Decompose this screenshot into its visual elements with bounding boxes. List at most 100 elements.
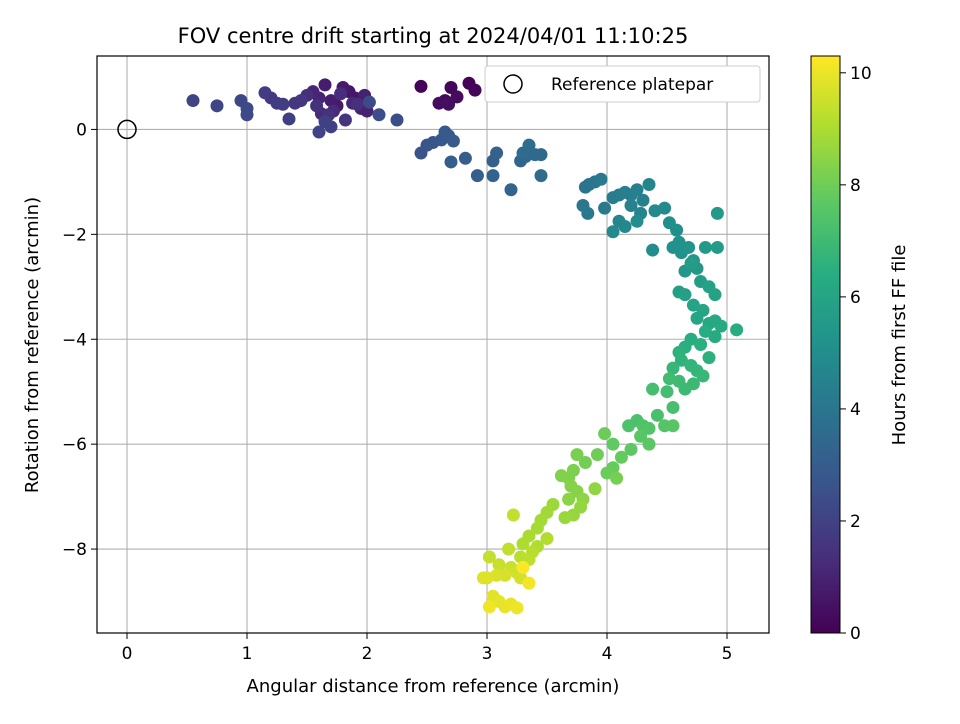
x-tick-label: 2 bbox=[362, 644, 373, 664]
data-point bbox=[624, 198, 638, 212]
data-point bbox=[578, 456, 592, 470]
data-point bbox=[730, 323, 744, 337]
data-point bbox=[318, 78, 332, 92]
colorbar-label: Hours from first FF file bbox=[889, 245, 910, 446]
data-point bbox=[570, 448, 584, 462]
data-point bbox=[588, 482, 602, 496]
data-point bbox=[606, 437, 620, 451]
data-point bbox=[288, 96, 302, 110]
data-point bbox=[670, 223, 684, 237]
data-point bbox=[276, 97, 290, 111]
x-axis-label: Angular distance from reference (arcmin) bbox=[247, 676, 620, 697]
data-point bbox=[624, 442, 638, 456]
data-point bbox=[516, 560, 530, 574]
data-point bbox=[240, 108, 254, 122]
data-point bbox=[634, 429, 648, 443]
data-point bbox=[666, 400, 680, 414]
data-point bbox=[698, 324, 712, 338]
data-point bbox=[672, 235, 686, 249]
data-point bbox=[522, 576, 536, 590]
data-point bbox=[362, 95, 376, 109]
data-point bbox=[581, 206, 595, 220]
data-point bbox=[650, 408, 664, 422]
data-point bbox=[470, 169, 484, 183]
data-point bbox=[698, 240, 712, 254]
data-point bbox=[492, 558, 506, 572]
data-point bbox=[338, 113, 352, 127]
data-point bbox=[646, 243, 660, 257]
colorbar: 0 2 4 6 8 10 Hours from first FF file bbox=[810, 55, 910, 644]
data-point bbox=[414, 79, 428, 93]
data-point bbox=[662, 372, 676, 386]
data-point bbox=[504, 183, 518, 197]
data-point bbox=[710, 206, 724, 220]
data-point bbox=[450, 90, 464, 104]
data-point bbox=[630, 214, 644, 228]
data-point bbox=[444, 155, 458, 169]
data-point bbox=[458, 151, 472, 165]
data-point bbox=[666, 419, 680, 433]
colorbar-ticks: 0 2 4 6 8 10 bbox=[840, 64, 872, 644]
data-point bbox=[678, 288, 692, 302]
y-axis-ticks: 0 −2 −4 −6 −8 bbox=[62, 120, 97, 560]
y-tick-label: −2 bbox=[62, 225, 87, 245]
data-point bbox=[606, 225, 620, 239]
data-point bbox=[350, 97, 364, 111]
data-point bbox=[610, 471, 624, 485]
data-point bbox=[534, 169, 548, 183]
data-point bbox=[630, 183, 644, 197]
data-point bbox=[312, 125, 326, 139]
x-tick-label: 0 bbox=[122, 644, 133, 664]
y-tick-label: −8 bbox=[62, 540, 87, 560]
data-point bbox=[622, 419, 636, 433]
colorbar-tick-label: 2 bbox=[850, 512, 861, 532]
data-point bbox=[516, 537, 530, 551]
data-point bbox=[598, 201, 612, 215]
data-point bbox=[502, 542, 516, 556]
data-point bbox=[658, 201, 672, 215]
data-point bbox=[594, 172, 608, 186]
data-point bbox=[446, 134, 460, 148]
data-point bbox=[642, 437, 656, 451]
data-point bbox=[324, 94, 338, 108]
data-point bbox=[210, 99, 224, 113]
colorbar-tick-label: 0 bbox=[850, 624, 861, 644]
colorbar-tick-label: 10 bbox=[850, 64, 872, 84]
data-point bbox=[390, 113, 404, 127]
data-point bbox=[324, 120, 338, 134]
data-point bbox=[684, 256, 698, 270]
data-point bbox=[310, 99, 324, 113]
data-point bbox=[372, 108, 386, 122]
y-axis-label: Rotation from reference (arcmin) bbox=[22, 197, 43, 493]
colorbar-tick-label: 8 bbox=[850, 176, 861, 196]
data-point bbox=[708, 330, 722, 344]
data-point bbox=[562, 492, 576, 506]
x-axis-ticks: 0 1 2 3 4 5 bbox=[122, 633, 733, 664]
data-point bbox=[540, 532, 554, 546]
data-point bbox=[690, 311, 704, 325]
x-tick-label: 3 bbox=[482, 644, 493, 664]
data-point bbox=[442, 97, 456, 111]
legend-label: Reference platepar bbox=[551, 75, 713, 95]
data-point bbox=[432, 96, 446, 110]
data-point bbox=[660, 385, 674, 399]
data-point bbox=[714, 319, 728, 333]
data-point bbox=[686, 298, 700, 312]
data-point bbox=[590, 448, 604, 462]
data-point bbox=[334, 87, 348, 101]
data-point bbox=[618, 219, 632, 233]
data-point bbox=[486, 169, 500, 183]
colorbar-gradient bbox=[810, 55, 841, 634]
data-point bbox=[708, 288, 722, 302]
data-point bbox=[506, 508, 520, 522]
data-point bbox=[598, 427, 612, 441]
data-point bbox=[694, 338, 708, 351]
data-point bbox=[614, 450, 628, 464]
data-point bbox=[534, 148, 548, 162]
data-point bbox=[558, 511, 572, 525]
data-point bbox=[476, 571, 490, 585]
colorbar-tick-label: 6 bbox=[850, 288, 861, 308]
data-point bbox=[696, 369, 710, 383]
reference-marker bbox=[117, 119, 137, 140]
x-tick-label: 5 bbox=[722, 644, 733, 664]
